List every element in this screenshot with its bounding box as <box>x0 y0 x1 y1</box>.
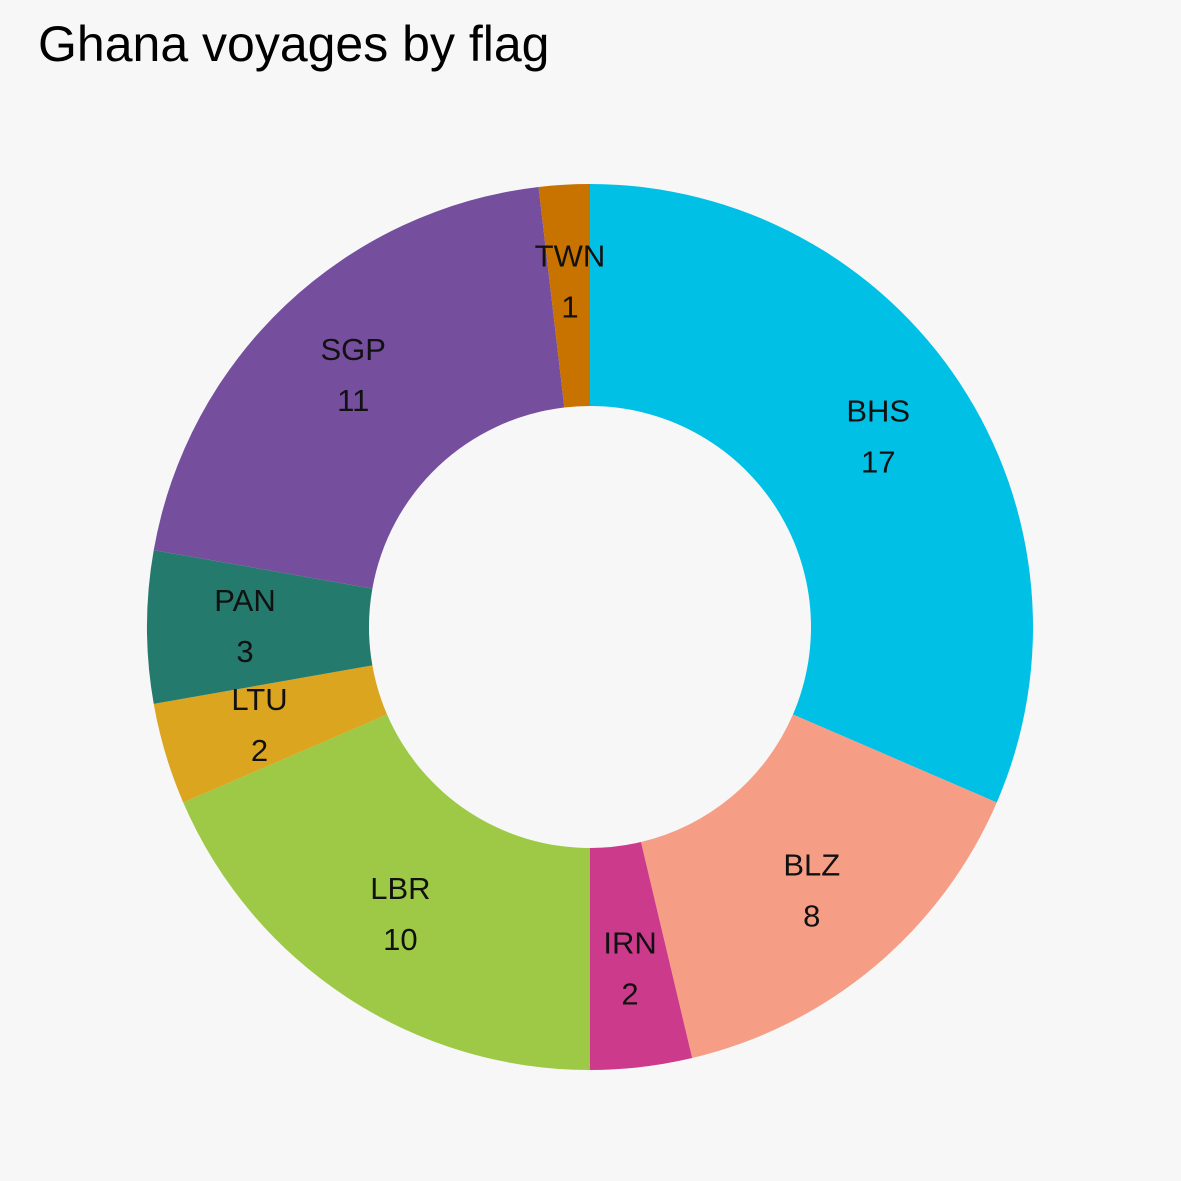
slice-value-lbr: 10 <box>383 922 417 957</box>
donut-slices <box>146 184 1033 1070</box>
chart-title: Ghana voyages by flag <box>38 16 550 72</box>
slice-label-ltu: LTU <box>231 682 287 717</box>
slice-value-pan: 3 <box>236 634 253 669</box>
slice-value-twn: 1 <box>561 290 578 325</box>
slice-sgp <box>153 186 565 589</box>
slice-twn <box>538 184 590 408</box>
slice-label-blz: BLZ <box>783 847 840 882</box>
slice-label-lbr: LBR <box>370 871 430 906</box>
slice-ltu <box>153 665 388 803</box>
slice-bhs <box>590 184 1033 803</box>
slice-pan <box>146 550 373 704</box>
slice-value-irn: 2 <box>621 977 638 1012</box>
donut-labels: BHS 17 BLZ 8 IRN 2 LBR 10 LTU 2 PAN 3 SGP 11 TWN 1 <box>214 239 910 1012</box>
slice-irn <box>590 842 693 1070</box>
slice-lbr <box>183 714 590 1070</box>
slice-value-ltu: 2 <box>251 733 268 768</box>
slice-label-twn: TWN <box>535 239 606 274</box>
slice-value-bhs: 17 <box>861 444 895 479</box>
slice-label-pan: PAN <box>214 583 275 618</box>
slice-label-irn: IRN <box>603 926 656 961</box>
slice-blz <box>640 714 997 1059</box>
slice-value-blz: 8 <box>803 898 820 933</box>
slice-value-sgp: 11 <box>337 383 369 418</box>
slice-label-sgp: SGP <box>321 332 386 367</box>
slice-label-bhs: BHS <box>846 393 910 428</box>
